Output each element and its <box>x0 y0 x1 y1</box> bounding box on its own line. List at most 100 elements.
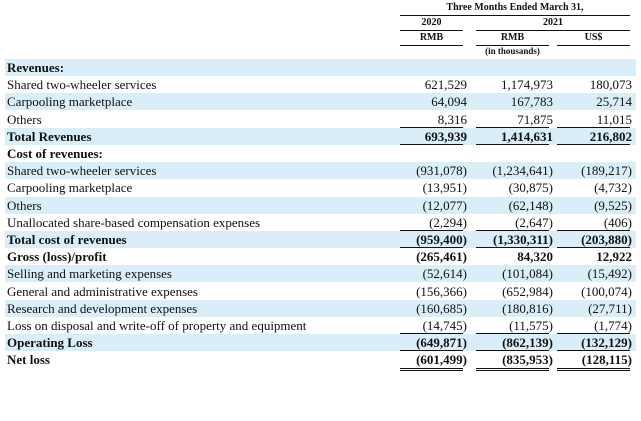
value-2020-rmb: (265,461) <box>416 249 467 265</box>
row-label: Others <box>7 111 42 127</box>
currency-2020-header: RMB <box>419 32 444 43</box>
value-2020-rmb: 64,094 <box>431 94 467 110</box>
value-2021-usd: (9,525) <box>594 197 632 213</box>
total-rule <box>400 369 463 371</box>
total-rule <box>557 333 630 335</box>
row-label: Selling and marketing expenses <box>7 266 172 282</box>
value-2021-usd: 25,714 <box>596 94 632 110</box>
year-2020-underline <box>400 30 463 31</box>
row-label: Shared two-wheeler services <box>7 163 157 179</box>
value-2021-usd: (1,774) <box>594 318 632 333</box>
total-rule <box>400 230 463 231</box>
table-row: Research and development expenses (160,68… <box>5 299 636 317</box>
year-2021-header: 2021 <box>543 17 563 28</box>
total-rule <box>476 333 549 335</box>
table-row: Loss on disposal and write-off of proper… <box>5 317 636 334</box>
table-row: Gross (loss)/profit (265,461) 84,320 12,922 <box>5 248 636 265</box>
year-2021-underline <box>476 30 630 31</box>
value-2021-usd: (189,217) <box>581 163 632 179</box>
currency-2020-underline <box>400 45 463 46</box>
table-row: Net loss (601,499) (835,953) (128,115) <box>5 351 636 368</box>
value-2021-usd: 12,922 <box>596 249 632 265</box>
row-label: Research and development expenses <box>7 300 198 316</box>
value-2021-usd: (406) <box>603 214 632 230</box>
value-2021-rmb: 1,414,631 <box>501 128 553 144</box>
value-2021-rmb: (180,816) <box>502 300 553 316</box>
row-label: Carpooling marketplace <box>7 180 133 196</box>
value-2020-rmb: 8,316 <box>437 111 467 127</box>
row-label: Operating Loss <box>7 335 93 351</box>
value-2021-usd: 11,015 <box>596 111 632 127</box>
value-2021-rmb: 84,320 <box>517 249 553 265</box>
total-rule <box>557 126 630 128</box>
row-label: Shared two-wheeler services <box>7 77 157 93</box>
value-2021-usd: (128,115) <box>581 352 632 368</box>
value-2020-rmb: (14,745) <box>422 318 467 333</box>
value-2020-rmb: (156,366) <box>416 283 467 299</box>
value-2021-usd: 180,073 <box>589 77 632 93</box>
value-2021-rmb: (652,984) <box>502 283 553 299</box>
period-header: Three Months Ended March 31, <box>446 2 584 13</box>
row-label: Gross (loss)/profit <box>7 249 107 265</box>
value-2021-rmb: (1,330,311) <box>493 232 553 247</box>
row-label: Total cost of revenues <box>7 232 127 247</box>
total-rule <box>400 247 463 249</box>
value-2021-usd: (4,732) <box>594 180 632 196</box>
table-row: Others 8,316 71,875 11,015 <box>5 111 636 128</box>
total-rule <box>557 247 630 249</box>
table-row: Total Revenues 693,939 1,414,631 216,802 <box>5 127 636 145</box>
table-row: General and administrative expenses (156,… <box>5 283 636 300</box>
total-rule <box>476 350 549 352</box>
value-2021-rmb: (11,575) <box>509 318 553 333</box>
value-2020-rmb: (959,400) <box>416 232 467 247</box>
row-label: Cost of revenues: <box>7 146 103 161</box>
value-2020-rmb: (12,077) <box>422 197 467 213</box>
table-row: Unallocated share-based compensation exp… <box>5 214 636 231</box>
total-rule <box>476 144 549 145</box>
value-2020-rmb: (601,499) <box>416 352 467 368</box>
table-row: Carpooling marketplace (13,951) (30,875) (4… <box>5 179 636 196</box>
row-label: Carpooling marketplace <box>7 94 133 110</box>
table-row: Operating Loss (649,871) (862,139) (132,129… <box>5 334 636 352</box>
value-2020-rmb: 693,939 <box>424 128 467 144</box>
table-row: Shared two-wheeler services 621,529 1,174,… <box>5 76 636 93</box>
year-2020-header: 2020 <box>421 17 442 28</box>
value-2020-rmb: (160,685) <box>416 300 467 316</box>
total-rule <box>400 350 463 352</box>
row-label: Loss on disposal and write-off of proper… <box>7 318 307 333</box>
row-label: General and administrative expenses <box>7 283 198 299</box>
table-row: Revenues: <box>5 59 636 76</box>
value-2021-usd: (15,492) <box>587 266 632 282</box>
currency-2021-usd-underline <box>557 45 630 46</box>
total-rule <box>476 369 549 371</box>
total-rule <box>557 369 630 371</box>
table-row: Cost of revenues: <box>5 145 636 162</box>
period-underline <box>400 15 630 16</box>
row-label: Net loss <box>7 352 50 368</box>
value-2021-usd: (27,711) <box>588 300 632 316</box>
table-row: Others (12,077) (62,148) (9,525) <box>5 196 636 214</box>
value-2021-usd: (203,880) <box>581 232 632 247</box>
currency-2021-usd-header: US$ <box>584 32 603 43</box>
table-row: Total cost of revenues (959,400) (1,330,31… <box>5 231 636 248</box>
value-2020-rmb: (931,078) <box>416 163 467 179</box>
total-rule <box>400 144 463 145</box>
row-label: Total Revenues <box>7 128 92 144</box>
value-2020-rmb: (52,614) <box>422 266 467 282</box>
total-rule <box>557 230 630 231</box>
units-note: (in thousands) <box>485 46 540 56</box>
value-2021-rmb: (30,875) <box>508 180 553 196</box>
currency-2021-rmb-underline <box>476 45 549 46</box>
value-2021-usd: (100,074) <box>581 283 632 299</box>
value-2020-rmb: (2,294) <box>429 214 467 230</box>
total-rule <box>557 367 630 369</box>
value-2021-rmb: (2,647) <box>515 214 553 230</box>
value-2020-rmb: 621,529 <box>424 77 467 93</box>
total-rule <box>476 126 549 128</box>
value-2021-rmb: (62,148) <box>508 197 553 213</box>
total-rule <box>557 144 630 145</box>
value-2021-rmb: (862,139) <box>502 335 553 351</box>
value-2021-rmb: (101,084) <box>502 266 553 282</box>
value-2020-rmb: (13,951) <box>422 180 467 196</box>
total-rule <box>400 126 463 128</box>
